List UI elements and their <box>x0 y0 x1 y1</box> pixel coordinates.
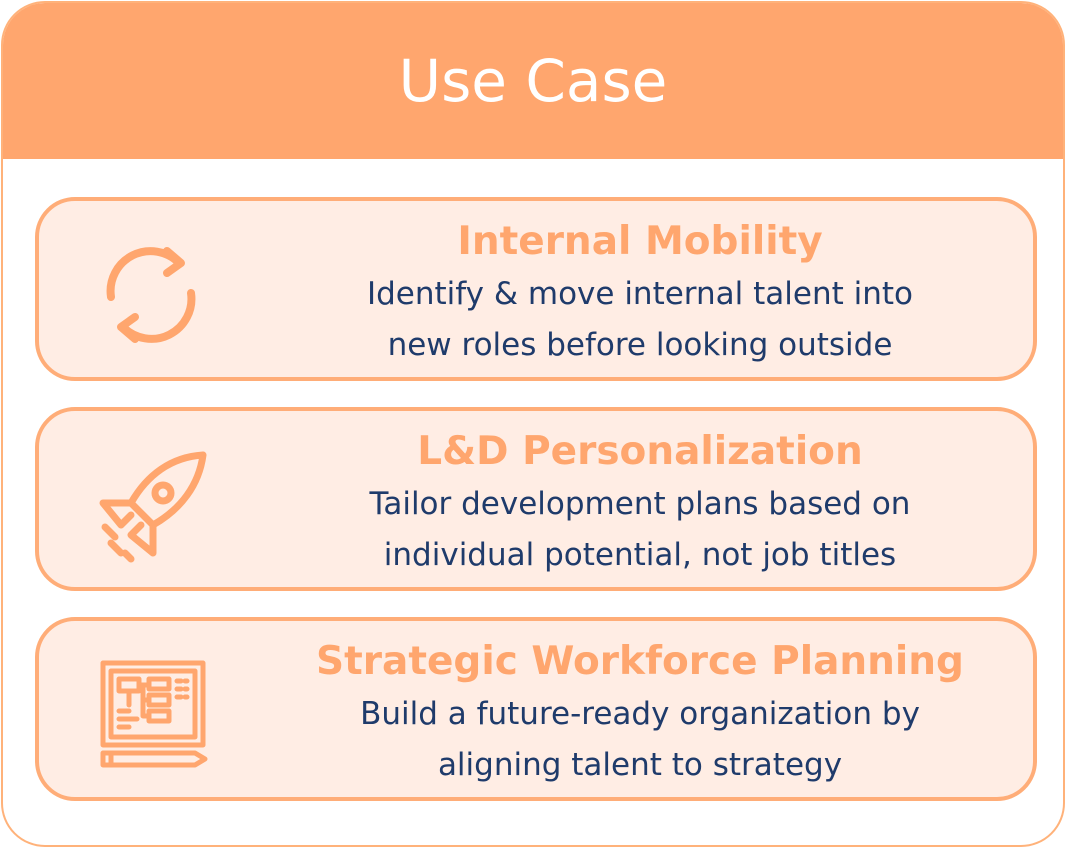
item-description-line: Build a future-ready organization by <box>360 696 920 732</box>
item-description-line: Tailor development plans based on <box>369 486 911 522</box>
item-description-line: new roles before looking outside <box>387 327 893 363</box>
item-description-line: individual potential, not job titles <box>383 537 897 573</box>
page-title: Use Case <box>398 47 668 115</box>
item-text: Strategic Workforce Planning Build a fut… <box>275 635 1005 791</box>
blueprint-plan-icon <box>91 655 211 775</box>
rocket-icon <box>91 445 211 565</box>
header-banner: Use Case <box>3 3 1063 159</box>
use-case-ld-personalization: L&D Personalization Tailor development p… <box>35 407 1037 591</box>
item-text: Internal Mobility Identify & move intern… <box>275 215 1005 371</box>
item-description-line: aligning talent to strategy <box>437 747 843 783</box>
item-description-line: Identify & move internal talent into <box>366 276 913 312</box>
item-title: Internal Mobility <box>457 219 823 264</box>
use-case-strategic-workforce-planning: Strategic Workforce Planning Build a fut… <box>35 617 1037 801</box>
item-title: Strategic Workforce Planning <box>316 639 964 684</box>
item-title: L&D Personalization <box>417 429 863 474</box>
item-text: L&D Personalization Tailor development p… <box>275 425 1005 581</box>
use-case-internal-mobility: Internal Mobility Identify & move intern… <box>35 197 1037 381</box>
refresh-cycle-icon <box>91 235 211 355</box>
